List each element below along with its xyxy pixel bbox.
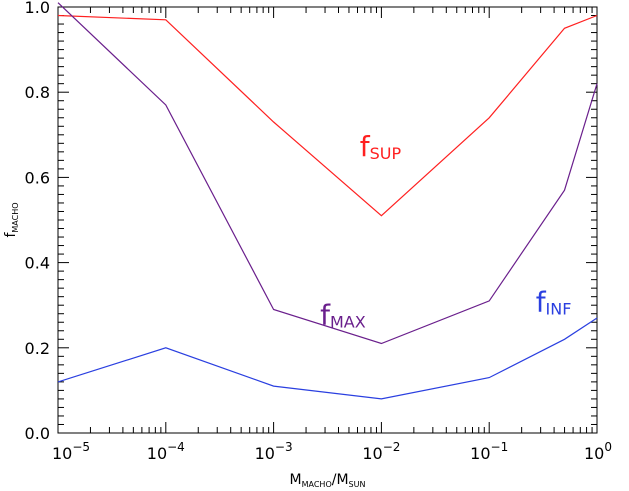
y-tick-label: 1.0	[25, 0, 50, 17]
y-tick-label: 0.2	[25, 339, 50, 358]
axis-ticks	[57, 6, 598, 434]
series-label-sup: fSUP	[360, 130, 402, 163]
series-label-max: fMAX	[320, 298, 366, 331]
series-label-inf: fINF	[536, 286, 572, 319]
x-tick-label: 10−5	[52, 440, 90, 463]
y-tick-label: 0.0	[25, 424, 50, 443]
series-line-max	[57, 2, 598, 345]
axis-labels: 0.0 0.2 0.4 0.6 0.8 1.0 10−5 10−4 10−3 10−2 10−1 10…	[3, 0, 612, 489]
x-tick-label: 100	[584, 440, 612, 463]
y-tick-label: 0.4	[25, 254, 50, 273]
x-axis-title: MMACHO/MSUN	[290, 472, 366, 489]
series-lines	[57, 2, 598, 400]
plot-frame	[57, 6, 598, 434]
series-labels: fSUP fMAX fINF	[320, 130, 571, 331]
x-tick-label: 10−1	[470, 440, 508, 463]
x-tick-label: 10−4	[147, 440, 185, 463]
plot-area	[57, 6, 598, 434]
x-tick-label: 10−2	[362, 440, 400, 463]
y-tick-label: 0.6	[25, 168, 50, 187]
series-line-inf	[57, 317, 598, 400]
y-axis-title: fMACHO	[3, 202, 20, 237]
x-tick-label: 10−3	[255, 440, 293, 463]
series-line-sup	[57, 14, 598, 217]
y-tick-label: 0.8	[25, 83, 50, 102]
